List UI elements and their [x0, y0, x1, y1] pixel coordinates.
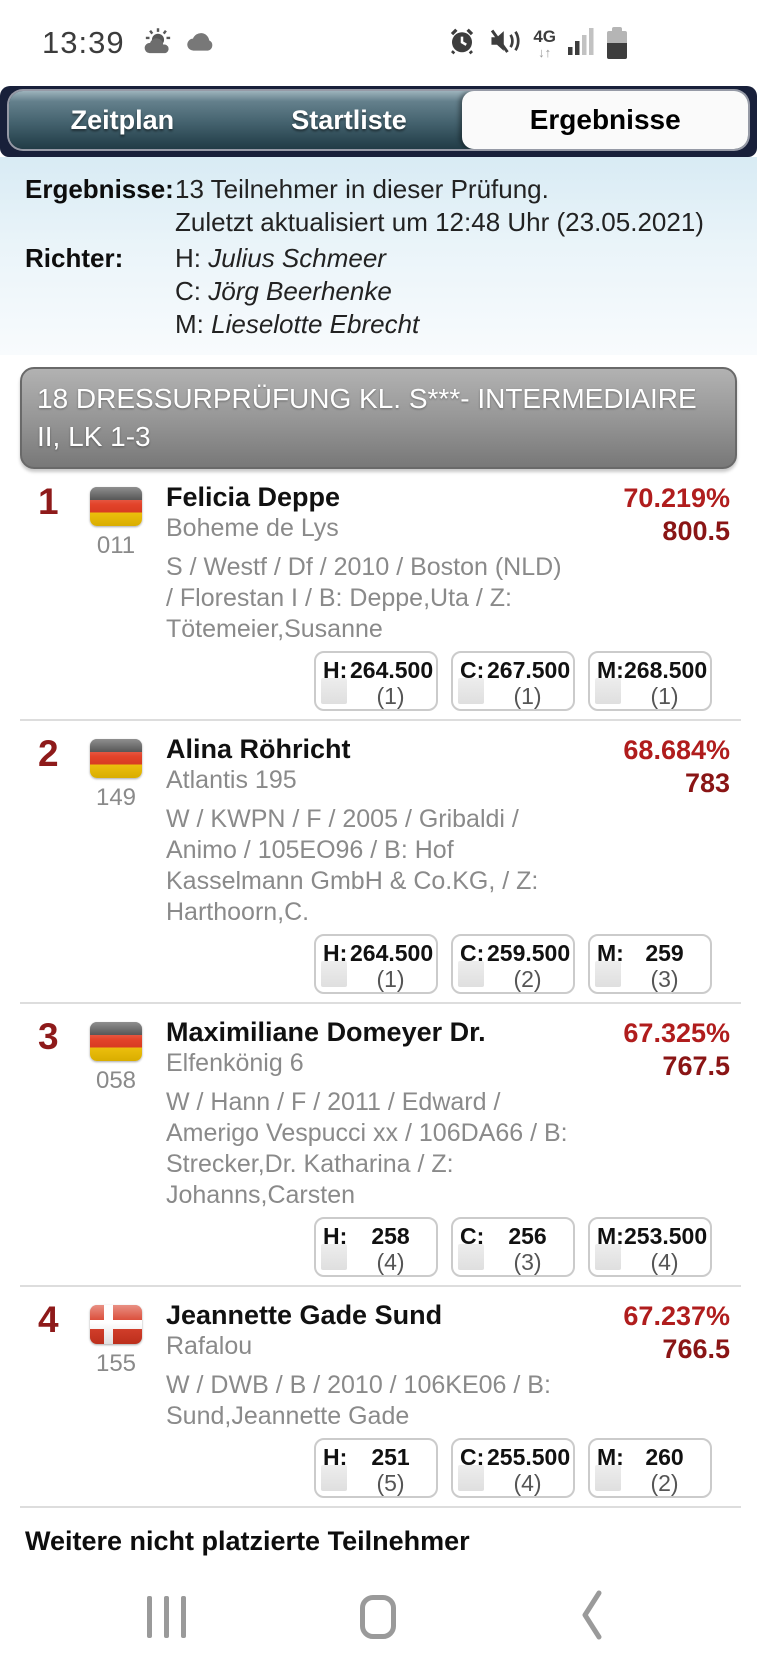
breeding-info: W / Hann / F / 2011 / Edward / Amerigo V… — [166, 1088, 568, 1209]
home-icon — [360, 1595, 397, 1639]
home-button[interactable] — [272, 1595, 484, 1639]
result-percent: 67.237% — [623, 1301, 730, 1331]
cloud-icon — [185, 29, 219, 58]
results-label: Ergebnisse: — [25, 174, 174, 204]
results-summary: 13 Teilnehmer in dieser Prüfung. Zuletzt… — [175, 173, 757, 239]
result-entry[interactable]: 3 058 Maximiliane Domeyer Dr. Elfenkönig… — [0, 1004, 757, 1277]
judge-score-box-c: C: 256 (3) — [451, 1217, 575, 1277]
info-section: Ergebnisse: 13 Teilnehmer in dieser Prüf… — [0, 157, 757, 355]
back-button[interactable] — [485, 1589, 697, 1646]
tab-startliste[interactable]: Startliste — [291, 104, 407, 135]
network-4g-icon: 4G ↓↑ — [533, 26, 556, 60]
rider-name: Jeannette Gade Sund — [166, 1300, 443, 1330]
judge-score-box-c: C: 259.500 (2) — [451, 934, 575, 994]
country-flag-icon — [90, 739, 142, 778]
result-entry[interactable]: 1 011 Felicia Deppe Boheme de Lys S / We… — [0, 469, 757, 711]
android-nav-bar — [0, 1561, 757, 1673]
judges-label: Richter: — [25, 243, 124, 273]
start-number: 149 — [95, 784, 137, 811]
judge-score-box-h: H: 264.500 (1) — [314, 934, 438, 994]
result-percent: 68.684% — [623, 735, 730, 765]
tab-zeitplan[interactable]: Zeitplan — [70, 104, 175, 135]
start-number: 011 — [96, 532, 136, 559]
entry-divider — [20, 1285, 741, 1287]
start-number: 155 — [95, 1350, 137, 1377]
last-updated: Zuletzt aktualisiert um 12:48 Uhr (23.05… — [175, 207, 704, 237]
country-flag-icon — [90, 1305, 142, 1344]
judge-score-box-c: C: 255.500 (4) — [451, 1438, 575, 1498]
result-points: 783 — [684, 768, 730, 798]
country-flag-icon — [90, 1022, 142, 1061]
clock-time: 13:39 — [42, 25, 125, 60]
judge-h: H: Julius Schmeer — [175, 243, 386, 273]
judge-score-box-m: M: 253.500 (4) — [588, 1217, 712, 1277]
judge-score-box-h: H: 251 (5) — [314, 1438, 438, 1498]
alarm-icon — [447, 26, 477, 61]
entry-divider — [20, 1506, 741, 1508]
entry-divider — [20, 1002, 741, 1004]
result-entry[interactable]: 2 149 Alina Röhricht Atlantis 195 W / KW… — [0, 721, 757, 994]
start-number: 058 — [95, 1067, 137, 1094]
rider-name: Alina Röhricht — [166, 734, 351, 764]
back-icon — [580, 1589, 602, 1646]
tab-bar: Zeitplan Startliste Ergebnisse — [9, 91, 748, 149]
result-points: 800.5 — [662, 516, 730, 546]
partly-sunny-icon — [141, 26, 175, 61]
judge-score-box-c: C: 267.500 (1) — [451, 651, 575, 711]
rider-name: Maximiliane Domeyer Dr. — [166, 1017, 486, 1047]
breeding-info: W / KWPN / F / 2005 / Gribaldi / Animo /… — [166, 805, 539, 926]
result-points: 767.5 — [662, 1051, 730, 1081]
judge-score-box-m: M: 260 (2) — [588, 1438, 712, 1498]
mute-vibrate-icon — [489, 26, 521, 61]
rider-name: Felicia Deppe — [166, 482, 341, 512]
tab-strip: Zeitplan Startliste Ergebnisse — [0, 86, 757, 157]
class-title-banner: 18 DRESSURPRÜFUNG KL. S***- INTERMEDIAIR… — [20, 367, 737, 469]
status-bar: 13:39 4G ↓↑ — [0, 0, 757, 86]
rank-number: 4 — [38, 1299, 59, 1340]
result-entry[interactable]: 4 155 Jeannette Gade Sund Rafalou W / DW… — [0, 1287, 757, 1498]
horse-name: Rafalou — [166, 1332, 253, 1360]
tab-ergebnisse[interactable]: Ergebnisse — [462, 91, 748, 149]
judge-m: M: Lieselotte Ebrecht — [175, 309, 420, 339]
horse-name: Boheme de Lys — [166, 514, 339, 542]
horse-name: Atlantis 195 — [166, 766, 297, 794]
horse-name: Elfenkönig 6 — [166, 1049, 304, 1077]
breeding-info: S / Westf / Df / 2010 / Boston (NLD) / F… — [166, 553, 562, 643]
judge-score-box-m: M: 259 (3) — [588, 934, 712, 994]
signal-icon — [568, 26, 595, 60]
battery-icon — [607, 27, 627, 59]
judge-score-box-h: H: 264.500 (1) — [314, 651, 438, 711]
recents-button[interactable] — [60, 1596, 272, 1638]
result-points: 766.5 — [662, 1334, 730, 1364]
rank-number: 3 — [38, 1016, 59, 1057]
result-percent: 70.219% — [623, 483, 730, 513]
breeding-info: W / DWB / B / 2010 / 106KE06 / B: Sund,J… — [166, 1371, 551, 1430]
judge-score-box-h: H: 258 (4) — [314, 1217, 438, 1277]
entry-divider — [20, 719, 741, 721]
judges-list: H: Julius Schmeer C: Jörg Beerhenke M: L… — [175, 242, 757, 341]
country-flag-icon — [90, 487, 142, 526]
unplaced-participants-heading: Weitere nicht platzierte Teilnehmer — [25, 1526, 470, 1556]
rank-number: 2 — [38, 733, 59, 774]
result-percent: 67.325% — [623, 1018, 730, 1048]
rank-number: 1 — [38, 481, 59, 522]
participant-count: 13 Teilnehmer in dieser Prüfung. — [175, 174, 549, 204]
judge-score-box-m: M: 268.500 (1) — [588, 651, 712, 711]
judge-c: C: Jörg Beerhenke — [175, 276, 392, 306]
recents-icon — [146, 1596, 186, 1638]
